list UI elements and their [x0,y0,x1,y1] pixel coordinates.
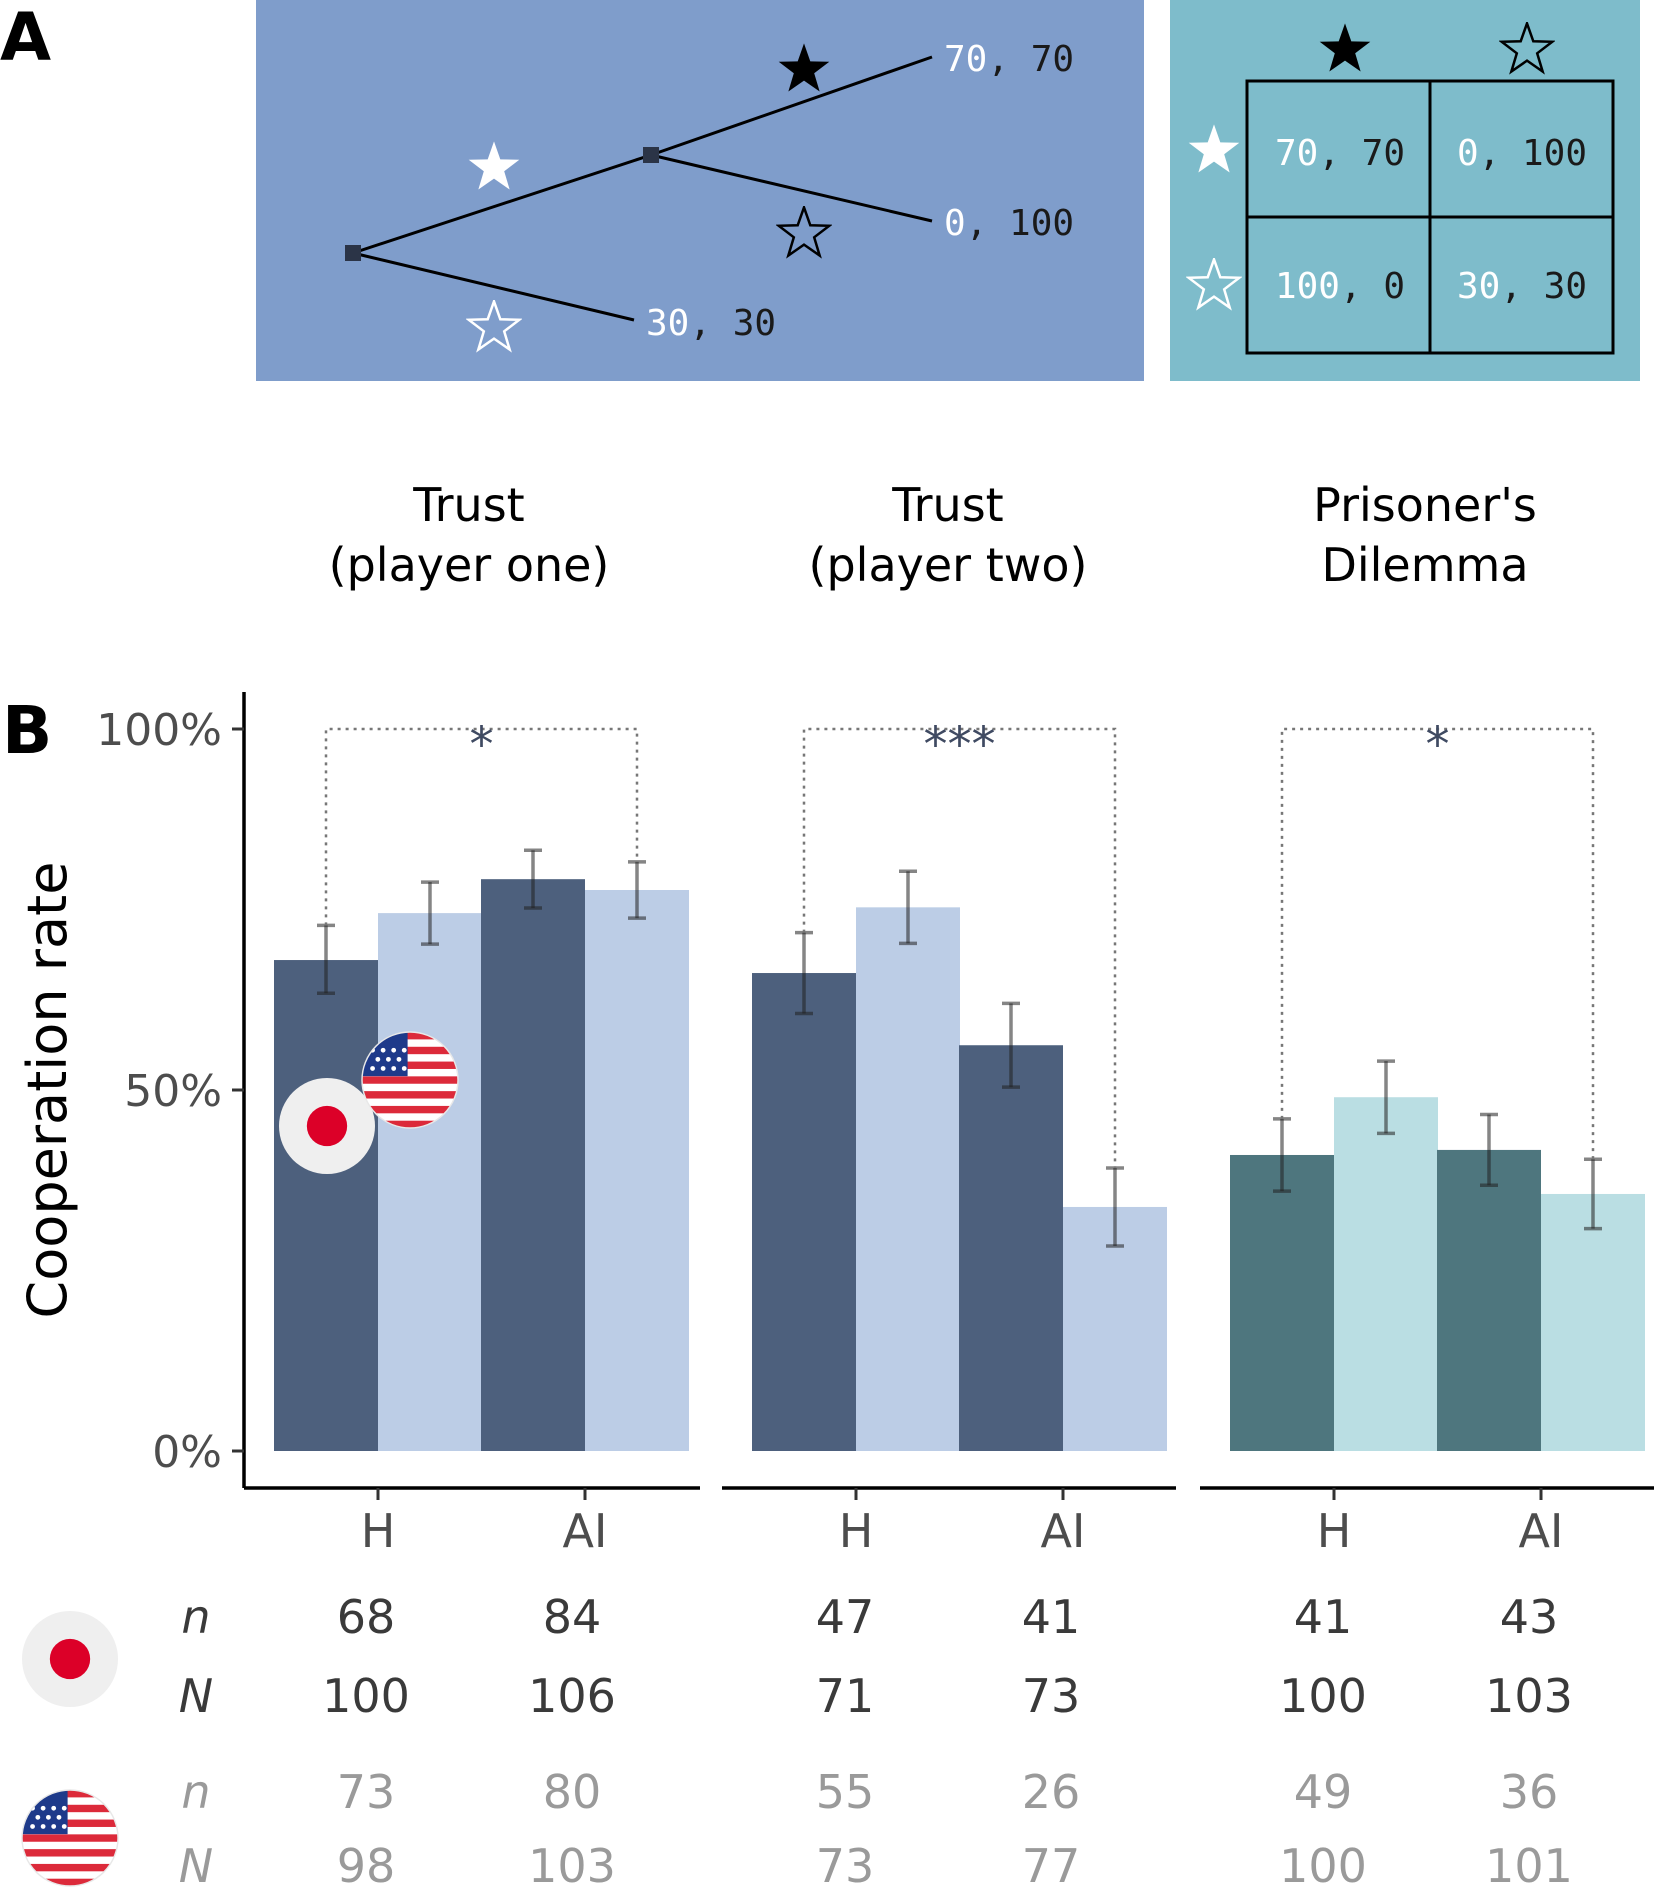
japan-n-cell: 68 [337,1590,396,1644]
bar [274,960,378,1451]
x-tick-label: H [361,1504,396,1558]
error-bar [1584,1157,1602,1231]
japan-n-cell: 47 [816,1590,875,1644]
japan-N-cell: 100 [322,1669,410,1723]
japan-n-cell: 41 [1022,1590,1081,1644]
error-bar [1480,1112,1498,1188]
error-bar [1002,1001,1020,1089]
panel-label-a: A [0,0,51,76]
usa-n-cell: 36 [1500,1765,1559,1819]
usa-flag-icon [22,1790,118,1886]
y-axis-label: Cooperation rate [16,862,79,1319]
game-tree: 70, 70 0, 100 30, 30 [256,0,1144,381]
significance-label: * [1426,717,1450,773]
usa-n-cell: 49 [1294,1765,1353,1819]
usa-N-cell: 100 [1279,1839,1367,1888]
error-bar [899,869,917,946]
x-tick-label: H [839,1504,874,1558]
tree-payoff-top: 70, 70 [944,39,1074,80]
usa-N-cell: 101 [1485,1839,1573,1888]
y-tick-label: 0% [152,1427,222,1478]
game-title-trust-p1-line1: Trust [412,478,524,532]
game-tree-background [256,0,1144,381]
matrix-cell-cc: 70, 70 [1275,133,1405,174]
matrix-cell-dd: 30, 30 [1457,266,1587,307]
bar [585,890,689,1451]
x-tick-label: AI [1040,1504,1085,1558]
game-title-trust-p1-line2: (player one) [329,538,610,592]
sample-table: n N n N 68 84 47 41 41 43 100 106 71 73 100 103 73 80… [179,1590,1573,1888]
payoff-matrix-background [1170,0,1640,381]
significance-bracket [324,727,639,926]
row-label-N-japan: N [179,1669,213,1723]
bar [1541,1193,1645,1451]
usa-flag-icon [362,1032,458,1128]
usa-n-cell: 80 [543,1765,602,1819]
x-tick-label: AI [562,1504,607,1558]
y-tick-label: 100% [96,705,222,756]
bar-chart: 0% 50% 100% H AI * H AI *** H AI * [96,692,1654,1558]
bar [1334,1097,1438,1451]
tree-node-second [643,147,659,163]
usa-N-cell: 77 [1022,1839,1081,1888]
usa-n-cell: 26 [1022,1765,1081,1819]
significance-label: * [470,717,494,773]
bar [1230,1154,1334,1451]
japan-n-cell: 84 [543,1590,602,1644]
tree-payoff-bottom: 30, 30 [646,303,776,344]
usa-N-cell: 98 [337,1839,396,1888]
japan-flag-icon [22,1611,118,1707]
bar [1437,1149,1541,1451]
bar [481,879,585,1451]
game-title-trust-p2-line1: Trust [891,478,1003,532]
row-label-n-usa: n [181,1765,210,1819]
error-bar [421,880,439,946]
x-tick-label: H [1317,1504,1352,1558]
japan-flag-icon [279,1078,375,1174]
significance-bracket [1280,727,1595,1160]
japan-n-cell: 41 [1294,1590,1353,1644]
japan-N-cell: 73 [1022,1669,1081,1723]
tree-payoff-mid: 0, 100 [944,203,1074,244]
payoff-matrix: 70, 70 0, 100 100, 0 30, 30 [1170,0,1640,381]
y-tick-label: 50% [124,1066,222,1117]
matrix-cell-dc: 100, 0 [1275,266,1405,307]
usa-N-cell: 103 [528,1839,616,1888]
usa-N-cell: 73 [816,1839,875,1888]
game-title-trust-p2-line2: (player two) [809,538,1088,592]
usa-n-cell: 55 [816,1765,875,1819]
bar [856,907,960,1451]
game-title-pd-line1: Prisoner's [1313,478,1537,532]
japan-N-cell: 71 [816,1669,875,1723]
bar [752,973,856,1451]
bar [959,1045,1063,1451]
panel-label-b: B [2,692,52,769]
japan-n-cell: 43 [1500,1590,1559,1644]
matrix-cell-cd: 0, 100 [1457,133,1587,174]
tree-node-root [345,245,361,261]
game-titles: Trust (player one) Trust (player two) Pr… [329,478,1537,592]
error-bar [524,848,542,910]
japan-N-cell: 103 [1485,1669,1573,1723]
bar [378,913,482,1451]
japan-N-cell: 100 [1279,1669,1367,1723]
usa-n-cell: 73 [337,1765,396,1819]
row-label-N-usa: N [179,1839,213,1888]
error-bar [1377,1059,1395,1136]
japan-N-cell: 106 [528,1669,616,1723]
significance-label: *** [924,717,996,773]
x-tick-label: AI [1518,1504,1563,1558]
row-label-n-japan: n [181,1590,210,1644]
game-title-pd-line2: Dilemma [1321,538,1528,592]
